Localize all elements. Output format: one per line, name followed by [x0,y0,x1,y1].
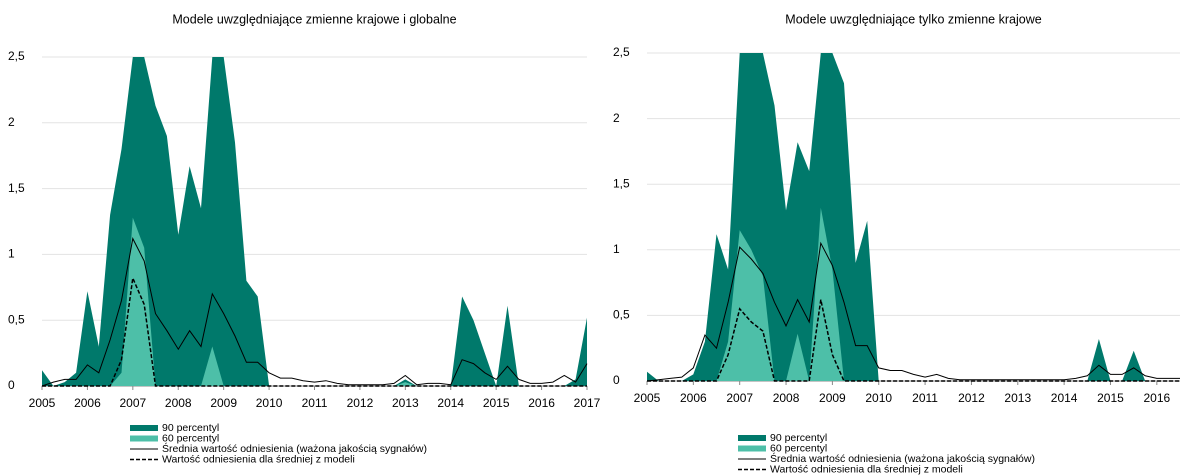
chart: Modele uwzględniające tylko zmienne kraj… [613,12,1180,475]
x-tick-label: 2010 [256,396,283,410]
y-tick-label: 2 [613,111,620,125]
x-tick-label: 2015 [483,396,510,410]
x-tick-label: 2016 [1143,391,1170,405]
x-tick-label: 2015 [1097,391,1124,405]
x-tick-label: 2007 [726,391,753,405]
legend-label: Wartość odniesienia dla średniej z model… [162,453,355,465]
x-tick-label: 2013 [392,396,419,410]
legend-swatch [738,435,766,441]
x-tick-label: 2008 [773,391,800,405]
y-tick-label: 2,5 [613,45,630,59]
y-tick-label: 1,5 [8,181,25,195]
y-tick-label: 0 [8,378,15,392]
legend-label: Średnia wartość odniesienia (ważona jako… [162,442,427,455]
chart-title: Modele uwzględniające zmienne krajowe i … [172,12,456,26]
line [41,237,588,387]
y-tick-label: 1 [613,242,620,256]
legend-swatch [130,435,158,442]
y-tick-label: 0,5 [8,312,25,326]
x-tick-label: 2016 [528,396,555,410]
x-tick-label: 2005 [29,396,56,410]
x-tick-label: 2011 [912,391,938,405]
x-tick-label: 2005 [634,391,661,405]
legend-swatch [738,445,766,452]
x-tick-label: 2007 [119,396,146,410]
chart: Modele uwzględniające zmienne krajowe i … [8,12,601,465]
dashed-line [647,299,1180,382]
y-tick-label: 0,5 [613,308,630,322]
y-tick-label: 2 [8,115,15,129]
legend-label: 90 percentyl [162,422,219,434]
y-tick-label: 1,5 [613,176,630,190]
legend-label: Wartość odniesienia dla średniej z model… [770,463,963,475]
area [647,53,1180,381]
x-tick-label: 2006 [74,396,101,410]
x-tick-label: 2012 [958,391,985,405]
area [42,57,587,386]
area [647,207,1180,381]
legend-label: 60 percentyl [770,442,827,454]
chart-title: Modele uwzględniające tylko zmienne kraj… [785,12,1041,26]
x-tick-label: 2013 [1004,391,1031,405]
line [646,241,1180,382]
y-tick-label: 1 [8,247,15,261]
x-tick-label: 2009 [819,391,846,405]
dashed-line [42,275,587,387]
y-tick-label: 2,5 [8,49,25,63]
x-tick-label: 2014 [437,396,464,410]
x-tick-label: 2011 [302,396,328,410]
x-tick-label: 2008 [165,396,192,410]
legend-label: Średnia wartość odniesienia (ważona jako… [770,452,1035,465]
y-tick-label: 0 [613,373,620,387]
x-tick-label: 2014 [1051,391,1078,405]
legend-swatch [130,425,158,431]
x-tick-label: 2012 [347,396,374,410]
x-tick-label: 2006 [680,391,707,405]
legend-label: 90 percentyl [770,432,827,444]
x-tick-label: 2017 [574,396,601,410]
x-tick-label: 2009 [210,396,237,410]
x-tick-label: 2010 [865,391,892,405]
legend-label: 60 percentyl [162,432,219,444]
